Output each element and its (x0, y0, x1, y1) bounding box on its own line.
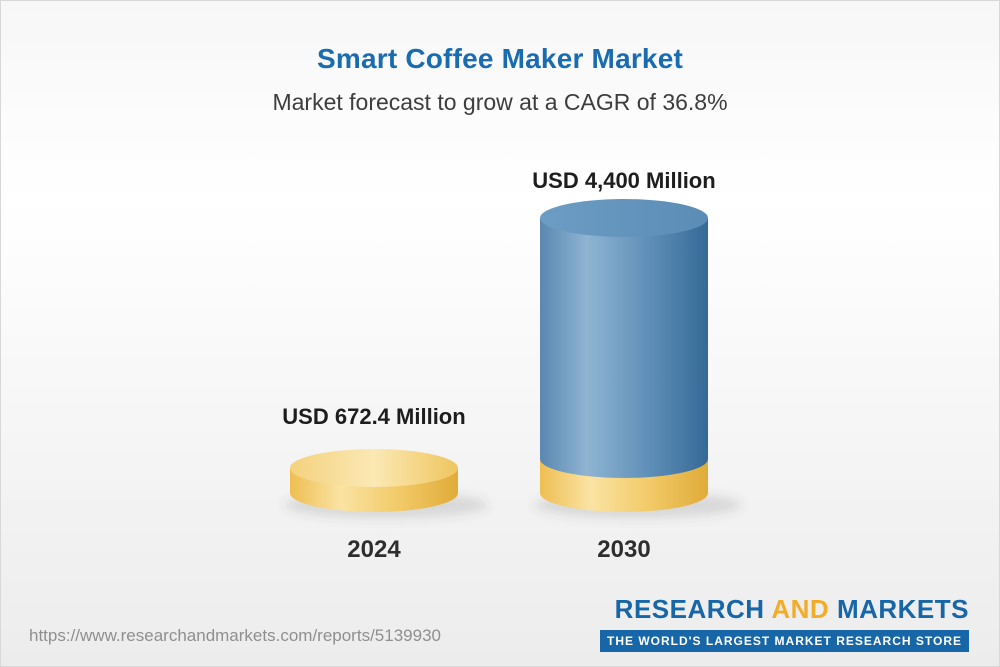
logo-wordmark: RESEARCH AND MARKETS (600, 594, 969, 625)
chart-title: Smart Coffee Maker Market (316, 43, 684, 74)
bar-2024 (284, 449, 488, 518)
logo-word-markets: MARKETS (836, 594, 969, 624)
bar-2030 (534, 199, 742, 518)
category-label-2030: 2030 (597, 536, 650, 563)
category-label-2024: 2024 (347, 536, 401, 563)
value-label-2024: USD 672.4 Million (282, 404, 465, 429)
logo-word-research: RESEARCH (614, 594, 765, 624)
value-label-2030: USD 4,400 Million (532, 168, 715, 193)
logo-tagline: THE WORLD'S LARGEST MARKET RESEARCH STOR… (600, 630, 969, 652)
report-url: https://www.researchandmarkets.com/repor… (29, 626, 441, 645)
chart-subtitle: Market forecast to grow at a CAGR of 36.… (272, 89, 728, 115)
logo-word-and: AND (771, 594, 830, 624)
research-and-markets-logo: RESEARCH AND MARKETS THE WORLD'S LARGEST… (600, 594, 969, 652)
